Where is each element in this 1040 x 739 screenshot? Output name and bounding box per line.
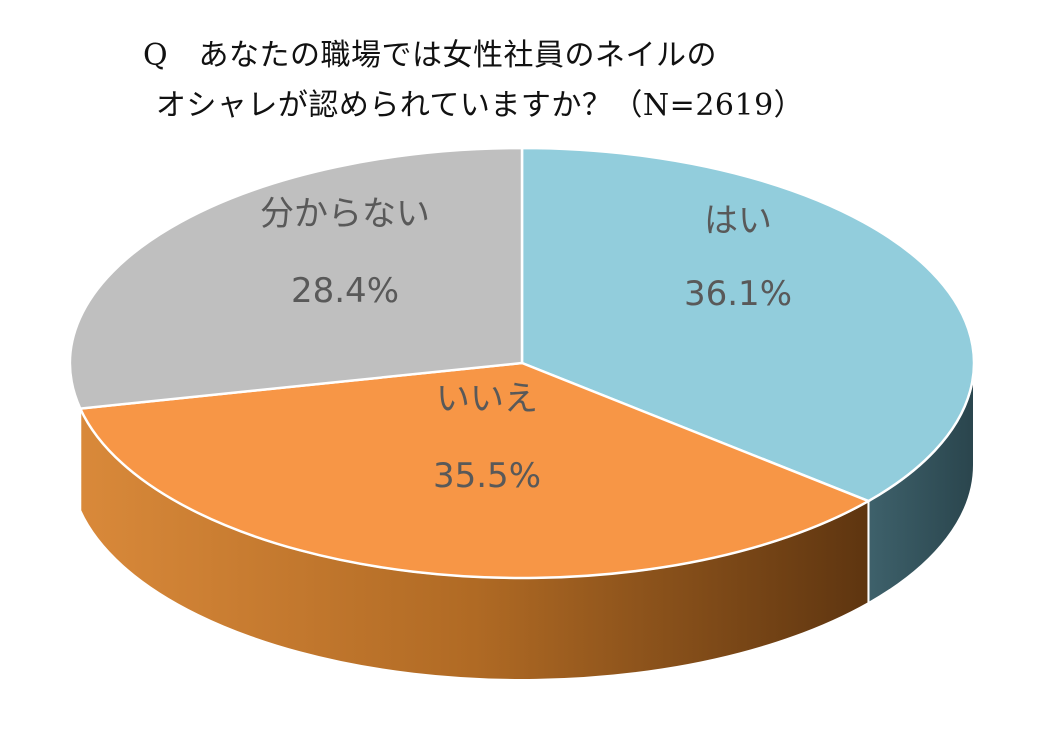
slice-3-label: 分からない	[260, 194, 430, 234]
slice-1	[520, 146, 976, 503]
slice-2-value-label: 35.5%	[433, 456, 541, 496]
slice-2-label: いいえ	[436, 379, 538, 419]
slice-1-label: はい	[704, 201, 772, 241]
slice-1-value-label: 36.1%	[684, 274, 792, 314]
chart-title-line-1: Q あなたの職場では女性社員のネイルの	[142, 38, 718, 73]
slice-2	[78, 361, 872, 580]
slice-3	[68, 146, 524, 410]
pie-labels: はい 36.1% いいえ 35.5% 分からない 28.4%	[260, 194, 792, 496]
slice-3-value-label: 28.4%	[291, 271, 399, 311]
pie-slices	[68, 146, 976, 580]
chart-title-line-2: オシャレが認められていますか？（N=2619）	[155, 88, 805, 123]
